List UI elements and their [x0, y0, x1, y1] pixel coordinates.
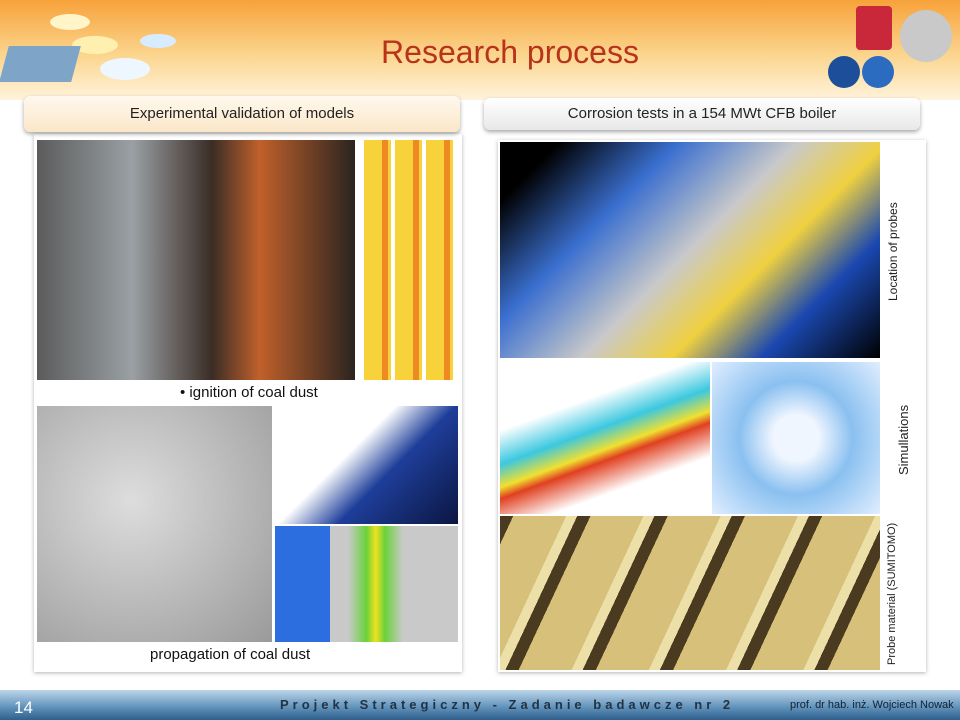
slide-title: Research process — [381, 34, 639, 70]
caption: propagation of coal dust — [150, 646, 311, 663]
left-heading: Experimental validation of models — [24, 96, 460, 132]
decor — [72, 36, 118, 54]
solar-icon — [0, 46, 81, 82]
side-label: Location of probes — [886, 202, 900, 302]
sim-velocity — [500, 362, 710, 514]
sim-burner — [275, 406, 458, 524]
decor — [140, 34, 176, 48]
cfd-strips — [360, 140, 455, 380]
logo — [856, 6, 892, 50]
photo-rig — [37, 140, 355, 380]
bullet-text: ignition of coal dust — [180, 384, 317, 401]
side-label: Probe material (SUMITOMO) — [886, 522, 898, 666]
logo — [862, 56, 894, 88]
right-panel: Location of probes Simullations Probe ma… — [498, 140, 926, 672]
decor — [100, 58, 150, 80]
photo-flame — [37, 406, 272, 642]
decor — [50, 14, 90, 30]
footer-project: Projekt Strategiczny - Zadanie badawcze … — [280, 697, 735, 712]
left-panel — [34, 134, 462, 672]
page-number: 14 — [14, 698, 33, 717]
logo — [900, 10, 952, 62]
right-heading: Corrosion tests in a 154 MWt CFB boiler — [484, 98, 920, 130]
boiler-render — [500, 142, 880, 358]
photo-pipes — [500, 516, 880, 670]
sim-particles — [712, 362, 880, 514]
logo — [828, 56, 860, 88]
side-label: Simullations — [896, 404, 911, 476]
footer-band — [0, 690, 960, 720]
footer-author: prof. dr hab. inż. Wojciech Nowak — [790, 699, 954, 711]
sim-flow — [275, 526, 458, 642]
header-band — [0, 0, 960, 100]
